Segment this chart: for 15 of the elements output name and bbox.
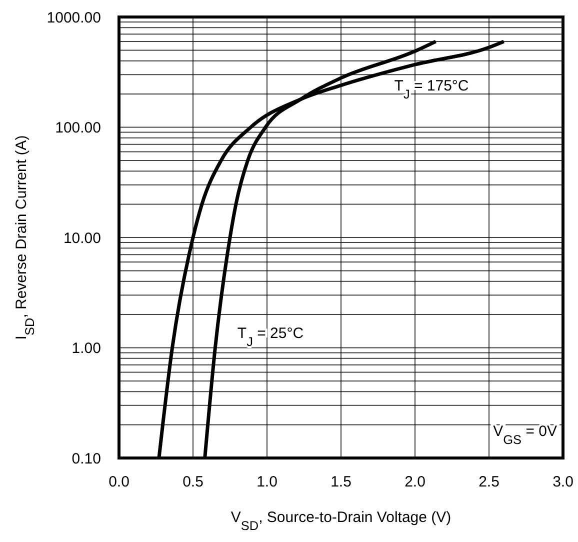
x-tick-label: 3.0 <box>552 474 574 491</box>
series-label: T$_{J}$ = 25°C <box>237 324 304 348</box>
y-tick-label: 1000.00 <box>46 9 101 26</box>
annotation: V$_{GS}$ = 0V <box>493 423 557 446</box>
y-tick-label: 10.00 <box>63 230 101 247</box>
y-tick-label: 1.00 <box>72 340 101 358</box>
x-tick-label: 0.0 <box>108 474 130 491</box>
x-tick-label: 2.0 <box>404 474 426 491</box>
x-tick-label: 2.5 <box>478 474 500 491</box>
x-tick-label: 1.0 <box>256 474 278 491</box>
x-axis-title: V$_{SD}$, Source-to-Drain Voltage (V) <box>230 509 452 532</box>
y-tick-label: 100.00 <box>55 120 101 137</box>
x-tick-label: 1.5 <box>330 474 352 491</box>
x-tick-label: 0.5 <box>182 474 204 491</box>
y-tick-label: 0.10 <box>72 450 101 468</box>
